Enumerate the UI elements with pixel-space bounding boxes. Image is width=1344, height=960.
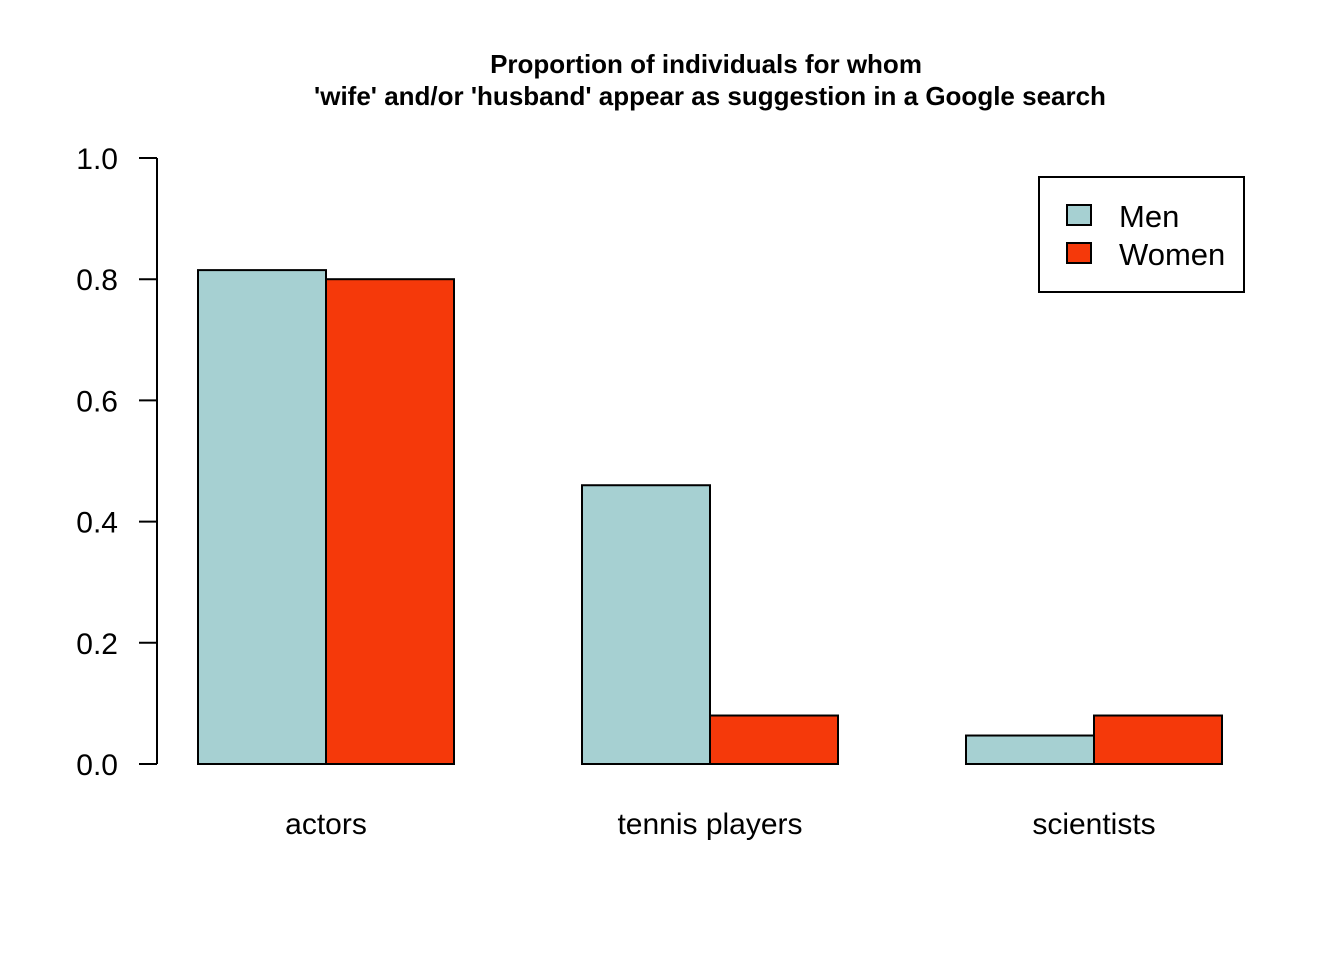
y-tick-label: 0.0 (76, 749, 118, 782)
bar-women-actors (325, 278, 455, 765)
legend: Men Women (1038, 176, 1245, 293)
bars (197, 269, 1223, 766)
bar-women-tennis-players (709, 714, 839, 766)
legend-label-women: Women (1119, 237, 1225, 272)
y-tick-label: 0.2 (76, 628, 118, 661)
legend-label-men: Men (1119, 199, 1179, 234)
chart-title-line-1: Proportion of individuals for whom (490, 49, 922, 79)
x-category-label: scientists (1032, 808, 1155, 841)
legend-swatch-women (1066, 242, 1092, 264)
x-category-label: actors (285, 808, 367, 841)
bar-men-tennis-players (581, 484, 711, 765)
y-tick-label: 0.8 (76, 264, 118, 297)
y-tick-label: 1.0 (76, 143, 118, 176)
legend-swatch-men (1066, 204, 1092, 226)
y-tick-label: 0.6 (76, 385, 118, 418)
legend-box (1038, 176, 1245, 293)
x-axis-labels: actors tennis players scientists (285, 808, 1156, 841)
x-category-label: tennis players (617, 808, 802, 841)
y-tick-label: 0.4 (76, 507, 118, 540)
bar-men-scientists (965, 734, 1095, 766)
bar-men-actors (197, 269, 327, 765)
chart-title-line-2: 'wife' and/or 'husband' appear as sugges… (314, 81, 1106, 111)
y-axis: 0.0 0.2 0.4 0.6 0.8 1.0 (76, 143, 158, 782)
bar-women-scientists (1093, 714, 1223, 766)
